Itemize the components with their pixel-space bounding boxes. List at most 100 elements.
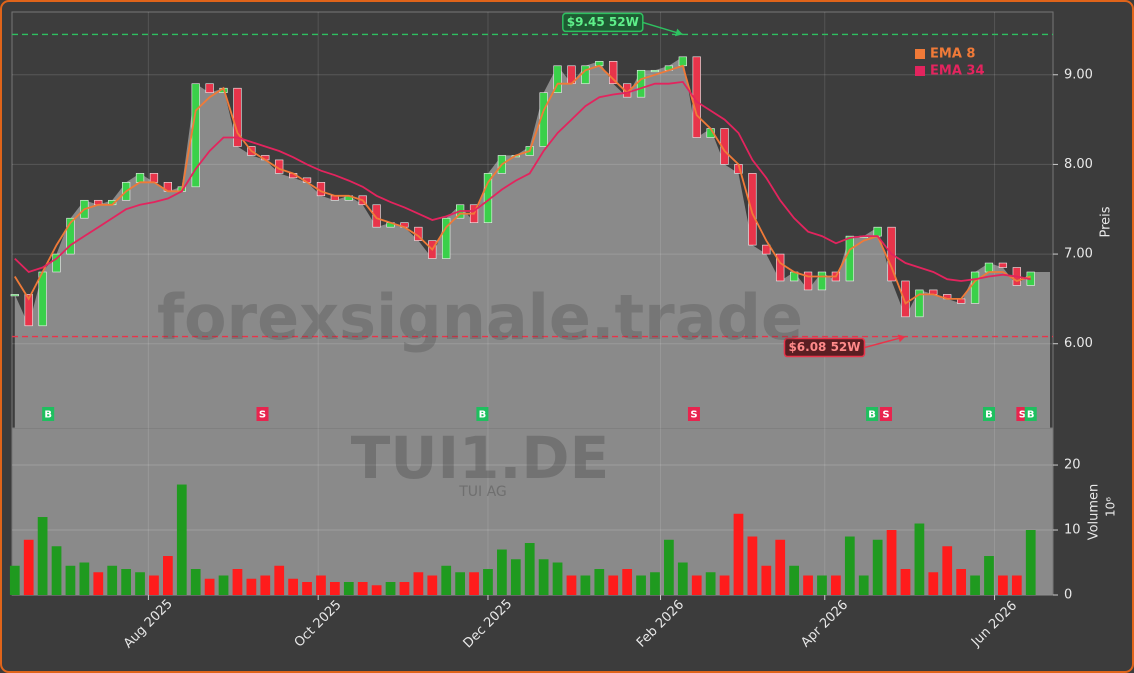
candle [776,253,785,282]
annotation-label: $9.45 52W [567,15,639,29]
signal-marker [982,407,995,421]
volume-bar [831,575,841,595]
signal-marker [476,407,489,421]
volume-bar [733,513,744,595]
volume-bar [302,582,312,595]
volume-bar [552,562,563,595]
volume-bar [942,546,953,595]
volume-bar [441,565,452,595]
company-watermark: TUI AG [458,484,507,500]
candle [748,173,757,246]
volume-bar [747,536,758,595]
candle [901,280,910,318]
volume-unit: 10⁶ [1104,497,1118,517]
volume-bar [664,539,674,595]
volume-bar [691,575,702,595]
volume-bar [677,562,688,595]
volume-bar [385,582,396,595]
volume-bar [107,565,118,595]
candle [442,217,451,259]
signal-label: S [1019,410,1026,421]
signal-marker [256,407,269,421]
candle [998,262,1008,268]
y-tick-label: 9.00 [1064,67,1093,82]
candle [984,262,994,273]
candle [845,235,854,282]
volume-bar [872,539,883,595]
volume-bar [427,575,438,595]
volume-bar [343,582,354,595]
y-tick-label: 20 [1064,458,1081,473]
signal-label: S [882,410,889,421]
volume-bar [93,572,104,595]
volume-bar [469,572,479,595]
volume-bar [9,565,20,595]
y-tick-label: 6.00 [1064,336,1093,351]
volume-bar [288,578,298,595]
volume-bar [274,565,285,595]
annotation-arrowhead [674,28,683,37]
candle [581,65,590,85]
candle [553,65,562,93]
candle [10,294,19,297]
signal-label: B [1027,410,1035,421]
volume-bar [232,569,243,595]
volume-bar [1025,530,1036,595]
signal-label: B [479,410,487,421]
volume-bar [622,569,633,595]
volume-bar [399,582,410,595]
volume-bar [636,575,646,595]
volume-bar [260,575,271,595]
volume-bar [121,569,131,595]
volume-bar [524,543,535,595]
candle [609,61,618,85]
volume-bar [316,575,326,595]
candle [135,173,145,183]
candle [970,271,980,304]
signal-marker [687,407,700,421]
legend-label: EMA 8 [930,47,975,62]
legend-label: EMA 34 [930,64,985,79]
volume-bar [928,572,939,595]
y-tick-label: 7.00 [1064,247,1093,262]
volume-axis-label: Volumen [1087,484,1102,541]
volume-bar [79,562,90,595]
legend-swatch [915,66,925,76]
volume-bar [998,575,1008,595]
volume-bar [455,572,466,595]
candle [191,83,200,188]
volume-bar [817,575,827,595]
volume-bar [497,549,507,595]
signal-marker [42,407,55,421]
candle [762,244,771,255]
candle [52,253,61,273]
signal-label: B [985,410,993,421]
volume-bar [594,569,605,595]
candle [205,83,214,93]
signal-label: B [868,410,876,421]
annotation-label: $6.08 52W [788,340,860,354]
signal-label: B [44,410,52,421]
close-area [14,56,1050,429]
volume-bar [858,575,869,595]
signal-marker [866,407,879,421]
volume-bar [956,569,967,595]
volume-bar [413,572,424,595]
volume-bar [190,569,201,595]
volume-bar [483,569,493,595]
candle [817,271,827,291]
volume-bar [844,536,855,595]
volume-bar [218,575,229,595]
candle [66,217,75,255]
candle [233,87,242,147]
volume-bar [900,569,911,595]
volume-bar [371,585,382,595]
candle [24,294,33,327]
candle [678,56,687,67]
volume-bar [650,572,660,595]
volume-bar [246,578,257,595]
annotation-arrow [864,335,906,349]
